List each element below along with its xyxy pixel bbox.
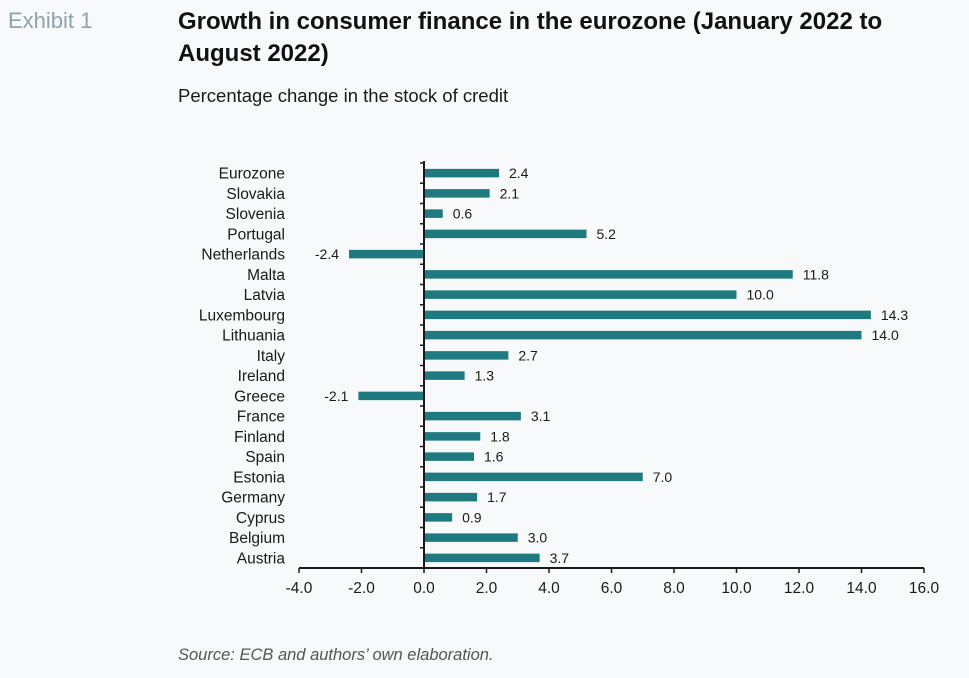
data-label: 1.8 — [490, 428, 510, 444]
category-label: Slovakia — [226, 186, 285, 203]
bar — [424, 310, 871, 320]
bar — [424, 189, 490, 198]
category-label: Ireland — [238, 368, 285, 385]
data-label: 1.6 — [484, 449, 504, 465]
data-label: 3.0 — [528, 530, 548, 546]
category-label: Germany — [221, 490, 285, 507]
category-label: France — [237, 409, 285, 426]
x-tick-label: 10.0 — [721, 580, 752, 597]
category-label: Estonia — [233, 469, 285, 486]
data-label: 0.9 — [462, 509, 482, 525]
data-label: 14.0 — [872, 327, 899, 343]
x-tick-label: 6.0 — [601, 580, 623, 597]
data-label: -2.4 — [315, 246, 339, 262]
x-tick-label: 4.0 — [538, 580, 560, 597]
bar — [424, 411, 521, 421]
category-label: Eurozone — [219, 166, 285, 183]
bar — [424, 492, 478, 502]
data-label: 3.1 — [531, 408, 551, 424]
x-tick-label: 0.0 — [413, 580, 435, 597]
bar — [358, 391, 424, 401]
data-label: 11.8 — [803, 266, 829, 282]
category-label: Cyprus — [236, 510, 285, 527]
data-label: 0.6 — [453, 206, 473, 222]
category-label: Lithuania — [222, 328, 285, 345]
x-tick-label: 2.0 — [476, 580, 498, 597]
bar — [424, 472, 643, 482]
x-tick-label: -4.0 — [286, 580, 313, 597]
category-label: Spain — [245, 449, 285, 466]
bar — [424, 351, 509, 360]
category-label: Portugal — [227, 226, 285, 243]
data-label: 2.7 — [518, 347, 538, 363]
chart-subtitle: Percentage change in the stock of credit — [178, 85, 509, 106]
bar — [424, 432, 481, 441]
category-label: Italy — [257, 348, 286, 365]
category-label: Latvia — [244, 287, 286, 304]
data-label: 14.3 — [881, 307, 908, 323]
exhibit-label: Exhibit 1 — [8, 8, 93, 33]
category-label: Malta — [247, 267, 285, 284]
bar — [424, 513, 453, 522]
category-label: Slovenia — [226, 206, 286, 223]
category-label: Finland — [234, 429, 285, 446]
category-label: Netherlands — [201, 247, 285, 264]
category-label: Luxembourg — [199, 307, 285, 324]
x-tick-label: -2.0 — [348, 580, 375, 597]
category-label: Austria — [237, 550, 286, 567]
bar — [424, 229, 587, 239]
data-label: -2.1 — [324, 388, 348, 404]
bar — [349, 249, 424, 259]
bar — [424, 290, 737, 299]
data-label: 2.4 — [509, 165, 529, 181]
data-label: 10.0 — [747, 287, 774, 303]
category-label: Belgium — [229, 530, 285, 547]
bar — [424, 270, 793, 279]
category-label: Greece — [234, 388, 285, 405]
x-tick-label: 16.0 — [909, 580, 940, 597]
bar — [424, 533, 518, 542]
bar — [424, 553, 540, 563]
bar — [424, 371, 465, 380]
data-label: 3.7 — [550, 550, 570, 566]
chart-title: Growth in consumer finance in the eurozo… — [178, 8, 883, 67]
data-label: 1.7 — [487, 489, 507, 505]
data-label: 1.3 — [475, 368, 495, 384]
x-tick-label: 12.0 — [784, 580, 815, 597]
x-tick-label: 14.0 — [846, 580, 877, 597]
bar — [424, 330, 862, 340]
data-label: 2.1 — [500, 185, 520, 201]
bar — [424, 209, 443, 218]
data-label: 5.2 — [597, 226, 617, 242]
x-tick-label: 8.0 — [663, 580, 685, 597]
source-note: Source: ECB and authors’ own elaboration… — [178, 646, 494, 664]
data-label: 7.0 — [653, 469, 673, 485]
bar — [424, 452, 474, 461]
bar — [424, 168, 499, 178]
